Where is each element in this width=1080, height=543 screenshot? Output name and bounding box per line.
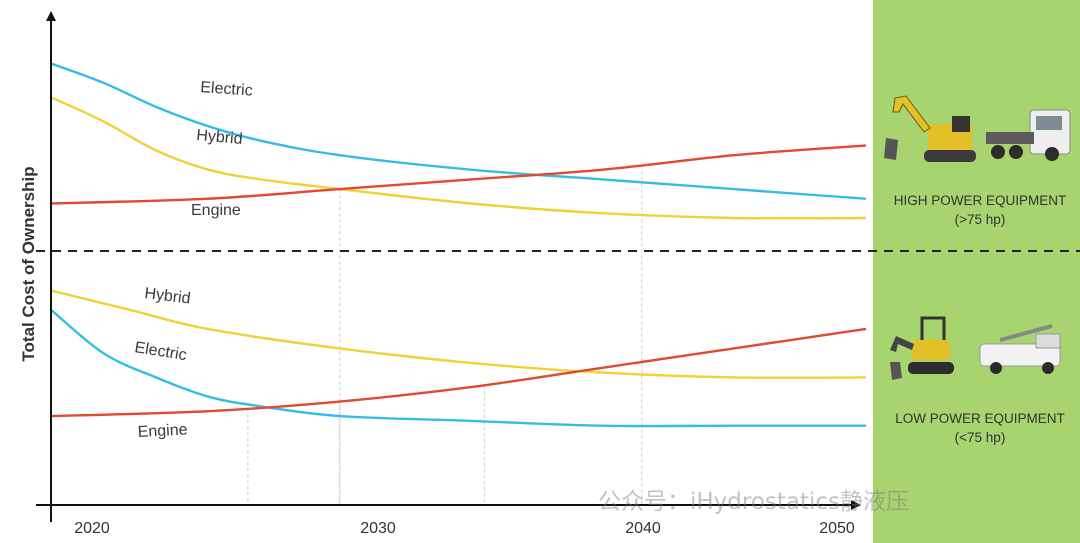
series-label: Electric — [200, 79, 254, 100]
series-label: Hybrid — [144, 285, 192, 308]
series-line-hybrid-low — [49, 289, 867, 379]
series-line-engine-high — [49, 144, 867, 205]
x-tick-label: 2040 — [625, 520, 661, 537]
utility-truck-icon — [979, 324, 1061, 374]
high-power-subtitle: (>75 hp) — [954, 212, 1006, 227]
series-label: Hybrid — [196, 127, 244, 148]
y-axis-label: Total Cost of Ownership — [19, 166, 38, 361]
excavator-icon — [884, 95, 976, 162]
watermark-text: 公众号：iHydrostatics静液压 — [598, 489, 910, 515]
series-line-electric-low — [49, 308, 867, 428]
series-line-hybrid-high — [49, 96, 867, 220]
x-tick-label: 2030 — [360, 520, 396, 537]
mini-excavator-icon — [890, 316, 954, 380]
truck-icon — [986, 109, 1071, 161]
low-power-subtitle: (<75 hp) — [954, 430, 1006, 445]
series-label: Engine — [191, 202, 241, 219]
series-line-electric-high — [49, 62, 867, 200]
side-panel — [873, 0, 1080, 543]
series-label: Electric — [133, 339, 187, 364]
series-line-engine-low — [49, 327, 867, 418]
high-power-title: HIGH POWER EQUIPMENT — [893, 193, 1067, 208]
equipment-icons — [884, 95, 1071, 380]
low-power-title: LOW POWER EQUIPMENT — [895, 411, 1065, 426]
x-tick-label: 2020 — [74, 520, 110, 537]
series-label: Engine — [137, 421, 188, 441]
x-tick-label: 2050 — [819, 520, 855, 537]
